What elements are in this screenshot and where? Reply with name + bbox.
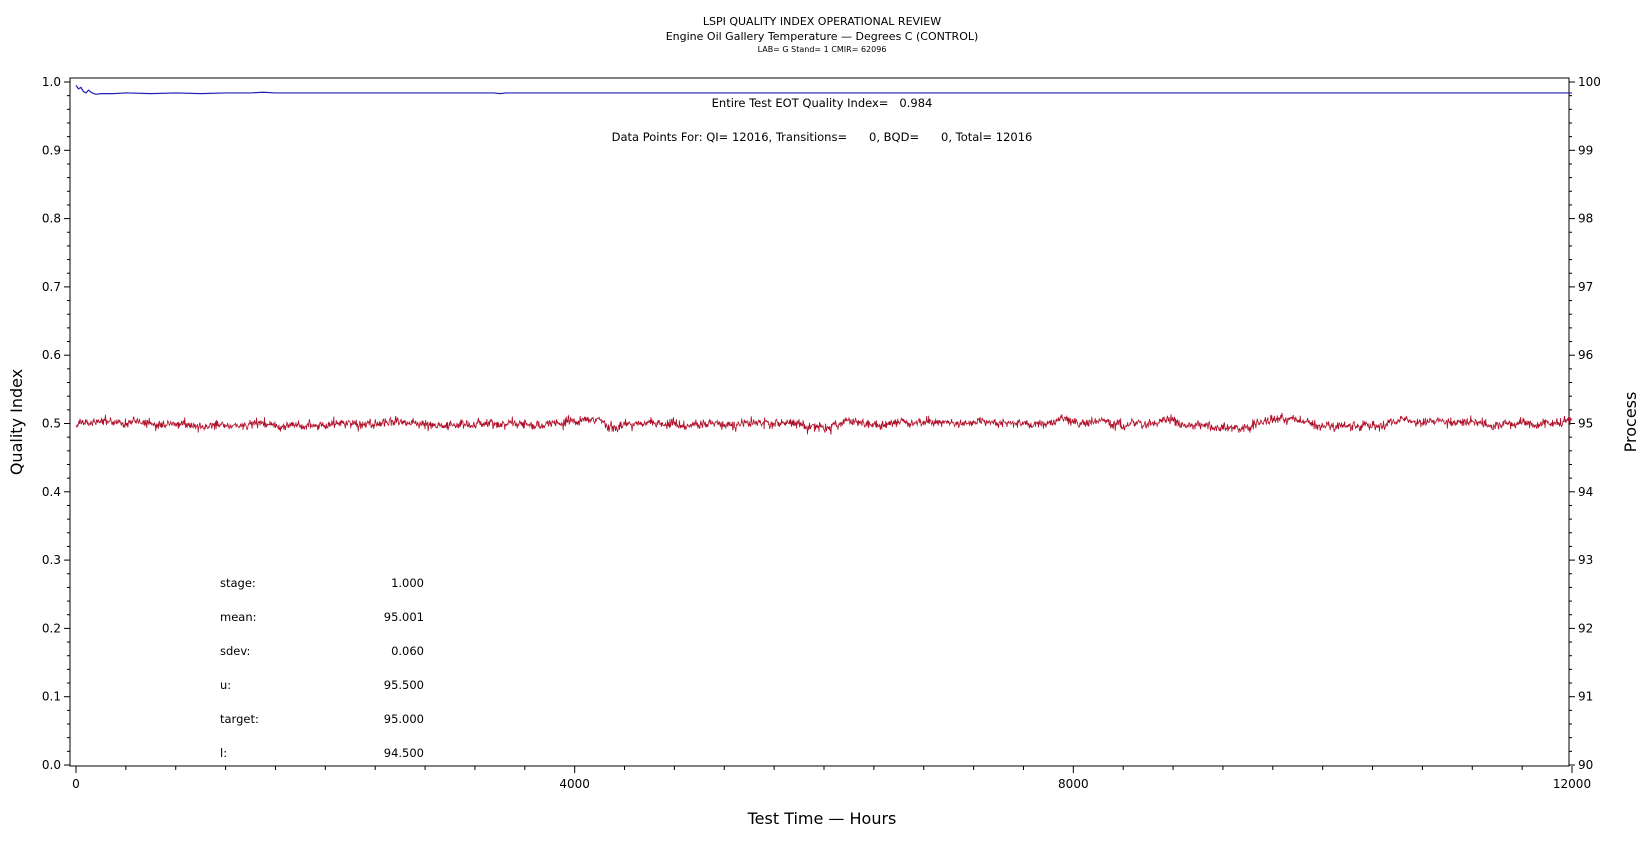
y-axis-label: Quality Index	[7, 369, 26, 475]
y2-tick-label: 96	[1578, 348, 1593, 362]
y2-tick-label: 97	[1578, 280, 1593, 294]
y2-tick-label: 99	[1578, 143, 1593, 157]
stat-label: u:	[220, 678, 231, 692]
stat-value: 95.500	[384, 678, 424, 692]
x-axis-label: Test Time — Hours	[747, 809, 897, 828]
y2-tick-label: 100	[1578, 75, 1601, 89]
y-tick-label: 0.6	[42, 348, 61, 362]
y2-axis-label: Process	[1621, 392, 1640, 453]
y2-tick-label: 98	[1578, 212, 1593, 226]
data-points-annotation: Data Points For: QI= 12016, Transitions=…	[612, 130, 1033, 144]
y2-tick-label: 95	[1578, 417, 1593, 431]
right-axis: 90 91 92 93 94 95 96 97 98 99 100	[1569, 75, 1601, 772]
x-tick-label: 0	[72, 777, 80, 791]
stats-block: stage: 1.000 mean: 95.001 sdev: 0.060 u: 95.500…	[220, 576, 424, 760]
y-tick-label: 1.0	[42, 75, 61, 89]
series-layer	[75, 85, 1573, 435]
y2-tick-label: 94	[1578, 485, 1593, 499]
y-tick-label: 0.4	[42, 485, 61, 499]
stat-label: mean:	[220, 610, 257, 624]
y2-tick-label: 91	[1578, 690, 1593, 704]
quality-index-annotation: Entire Test EOT Quality Index= 0.984	[712, 96, 933, 110]
chart-title: LSPI QUALITY INDEX OPERATIONAL REVIEW	[703, 15, 941, 28]
stat-value: 0.060	[391, 644, 424, 658]
bottom-axis: 0 4000 8000 12000	[72, 766, 1591, 791]
y2-tick-label: 93	[1578, 553, 1593, 567]
plot-area	[69, 77, 1570, 767]
stat-label: sdev:	[220, 644, 250, 658]
chart-subtitle: Engine Oil Gallery Temperature — Degrees…	[666, 30, 979, 43]
y-tick-label: 0.7	[42, 280, 61, 294]
y-tick-label: 0.8	[42, 212, 61, 226]
y-tick-label: 0.0	[42, 758, 61, 772]
y-tick-label: 0.9	[42, 143, 61, 157]
process-series-line	[75, 412, 1573, 435]
x-tick-label: 8000	[1058, 777, 1089, 791]
chart-subtitle-lab-info: LAB= G Stand= 1 CMIR= 62096	[758, 45, 887, 54]
x-tick-label: 4000	[559, 777, 590, 791]
y-tick-label: 0.1	[42, 690, 61, 704]
quality-index-series-line	[75, 85, 1572, 95]
y2-tick-label: 90	[1578, 758, 1593, 772]
stat-label: l:	[220, 746, 227, 760]
y-tick-label: 0.2	[42, 621, 61, 635]
x-tick-label: 12000	[1553, 777, 1591, 791]
y-tick-label: 0.3	[42, 553, 61, 567]
left-axis: 0.0 0.1 0.2 0.3 0.4 0.5 0.6 0.7 0.8 0.9 1.0	[42, 75, 70, 772]
y-tick-label: 0.5	[42, 417, 61, 431]
stat-value: 1.000	[391, 576, 424, 590]
plot-frame	[69, 77, 1570, 767]
stat-label: target:	[220, 712, 259, 726]
stat-value: 94.500	[384, 746, 424, 760]
stat-value: 95.000	[384, 712, 424, 726]
stat-label: stage:	[220, 576, 256, 590]
y2-tick-label: 92	[1578, 621, 1593, 635]
stat-value: 95.001	[384, 610, 424, 624]
